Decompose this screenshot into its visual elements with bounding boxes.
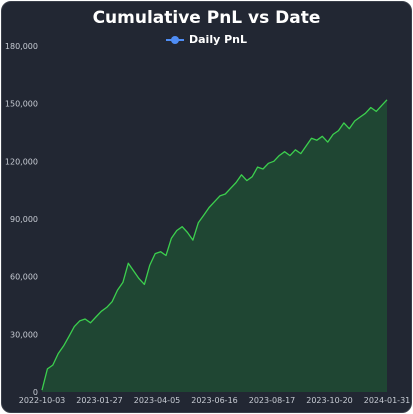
y-tick-label: 60,000 (10, 273, 38, 282)
series-area (42, 99, 387, 393)
y-tick-label: 0 (33, 388, 38, 397)
x-tick-label: 2022-10-03 (19, 396, 66, 405)
legend-label: Daily PnL (189, 33, 247, 46)
legend-marker-icon (166, 36, 184, 44)
y-tick-label: 150,000 (5, 100, 38, 109)
series-line (41, 99, 388, 391)
x-tick-label: 2023-04-05 (134, 396, 181, 405)
x-tick-label: 2023-10-20 (306, 396, 353, 405)
y-tick-label: 180,000 (5, 42, 38, 51)
y-tick-label: 120,000 (5, 157, 38, 166)
y-tick-label: 30,000 (10, 330, 38, 339)
chart-title: Cumulative PnL vs Date (92, 8, 321, 28)
x-tick-label: 2023-08-17 (249, 396, 296, 405)
legend[interactable]: Daily PnL (2, 33, 411, 46)
x-tick-label: 2023-06-16 (191, 396, 238, 405)
x-tick-label: 2024-01-31 (364, 396, 411, 405)
x-tick-label: 2023-01-27 (76, 396, 123, 405)
y-tick-label: 90,000 (10, 215, 38, 224)
